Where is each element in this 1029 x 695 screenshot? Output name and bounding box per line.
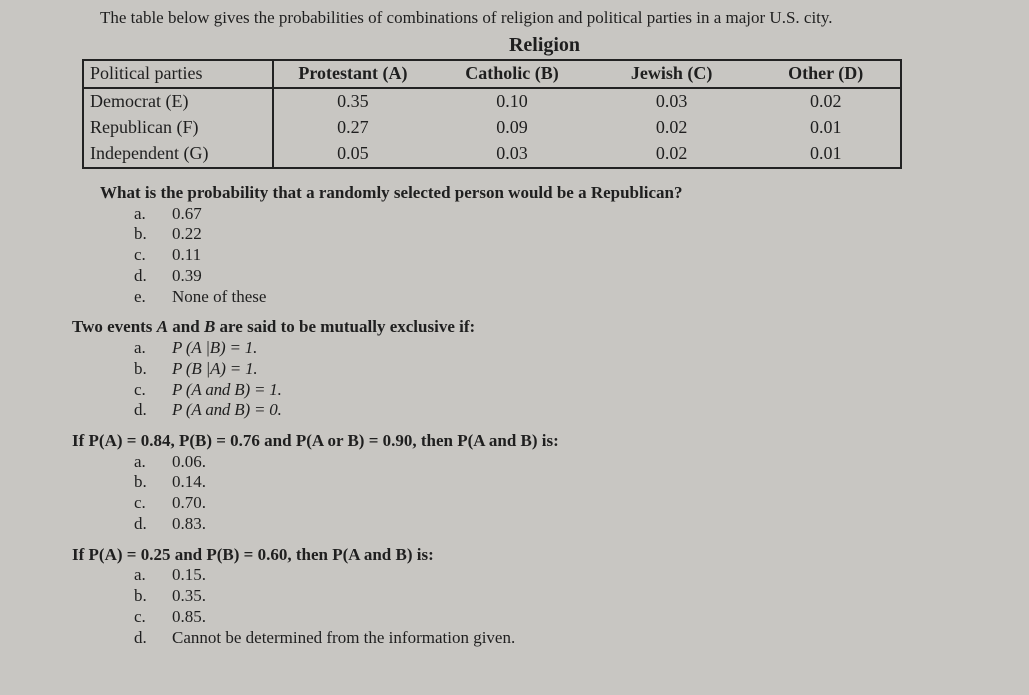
q2-stem-part: Two events [72,317,157,336]
opt-label: b. [134,359,154,380]
opt-text: P (A and B) = 1. [172,380,282,401]
opt-text: 0.15. [172,565,206,586]
table-super-heading: Religion [72,33,1017,57]
cell: 0.03 [432,141,592,168]
q2-B: B [204,317,215,336]
opt-label: a. [134,338,154,359]
table-row: Democrat (E) 0.35 0.10 0.03 0.02 [83,88,901,115]
col-header: Catholic (B) [432,60,592,88]
opt-text: Cannot be determined from the informatio… [172,628,515,649]
opt-label: c. [134,245,154,266]
opt-label: e. [134,287,154,308]
cell: 0.01 [751,141,901,168]
opt-label: d. [134,514,154,535]
q4-stem: If P(A) = 0.25 and P(B) = 0.60, then P(A… [72,545,1017,566]
row-label: Democrat (E) [83,88,273,115]
opt-label: d. [134,628,154,649]
opt-label: a. [134,565,154,586]
opt-text: 0.22 [172,224,202,245]
opt-label: a. [134,204,154,225]
opt-label: b. [134,224,154,245]
cell: 0.03 [592,88,752,115]
opt-text: 0.39 [172,266,202,287]
table-row: Republican (F) 0.27 0.09 0.02 0.01 [83,115,901,141]
opt-text: 0.06. [172,452,206,473]
opt-text: P (B |A) = 1. [172,359,257,380]
row-label: Independent (G) [83,141,273,168]
opt-label: b. [134,586,154,607]
opt-text: 0.70. [172,493,206,514]
cell: 0.02 [592,115,752,141]
cell: 0.10 [432,88,592,115]
opt-text: 0.11 [172,245,201,266]
col-header: Protestant (A) [273,60,433,88]
worksheet-page: The table below gives the probabilities … [0,0,1029,648]
cell: 0.02 [751,88,901,115]
cell: 0.35 [273,88,433,115]
opt-label: c. [134,607,154,628]
opt-text: 0.14. [172,472,206,493]
opt-label: c. [134,493,154,514]
q3-stem-text: If P(A) = 0.84, P(B) = 0.76 and P(A or B… [72,431,559,450]
opt-label: a. [134,452,154,473]
opt-text: P (A and B) = 0. [172,400,282,421]
opt-label: d. [134,266,154,287]
opt-text: 0.35. [172,586,206,607]
col-header: Jewish (C) [592,60,752,88]
opt-label: c. [134,380,154,401]
opt-text: None of these [172,287,266,308]
opt-text: 0.83. [172,514,206,535]
q3-stem: If P(A) = 0.84, P(B) = 0.76 and P(A or B… [72,431,1017,452]
q2-stem-part: and [168,317,204,336]
row-label: Republican (F) [83,115,273,141]
opt-label: d. [134,400,154,421]
opt-text: 0.85. [172,607,206,628]
q2-stem: Two events A and B are said to be mutual… [72,317,1017,338]
table-corner: Political parties [83,60,273,88]
opt-text: 0.67 [172,204,202,225]
q1-options: a. 0.67 b. 0.22 c. 0.11 d. 0.39 e. None of th… [134,204,1017,308]
opt-text: P (A |B) = 1. [172,338,257,359]
cell: 0.02 [592,141,752,168]
col-header: Other (D) [751,60,901,88]
q1-stem: What is the probability that a randomly … [100,183,1017,204]
cell: 0.09 [432,115,592,141]
probability-table: Political parties Protestant (A) Catholi… [82,59,902,169]
q3-options: a. 0.06. b. 0.14. c. 0.70. d. 0.83. [134,452,1017,535]
q4-options: a. 0.15. b. 0.35. c. 0.85. d. Cannot be dete… [134,565,1017,648]
cell: 0.01 [751,115,901,141]
q2-stem-part: are said to be mutually exclusive if: [215,317,475,336]
opt-label: b. [134,472,154,493]
intro-text: The table below gives the probabilities … [100,8,1017,29]
cell: 0.05 [273,141,433,168]
q2-A: A [157,317,168,336]
q2-options: a. P (A |B) = 1. b. P (B |A) = 1. c. P (A a… [134,338,1017,421]
cell: 0.27 [273,115,433,141]
table-row: Independent (G) 0.05 0.03 0.02 0.01 [83,141,901,168]
